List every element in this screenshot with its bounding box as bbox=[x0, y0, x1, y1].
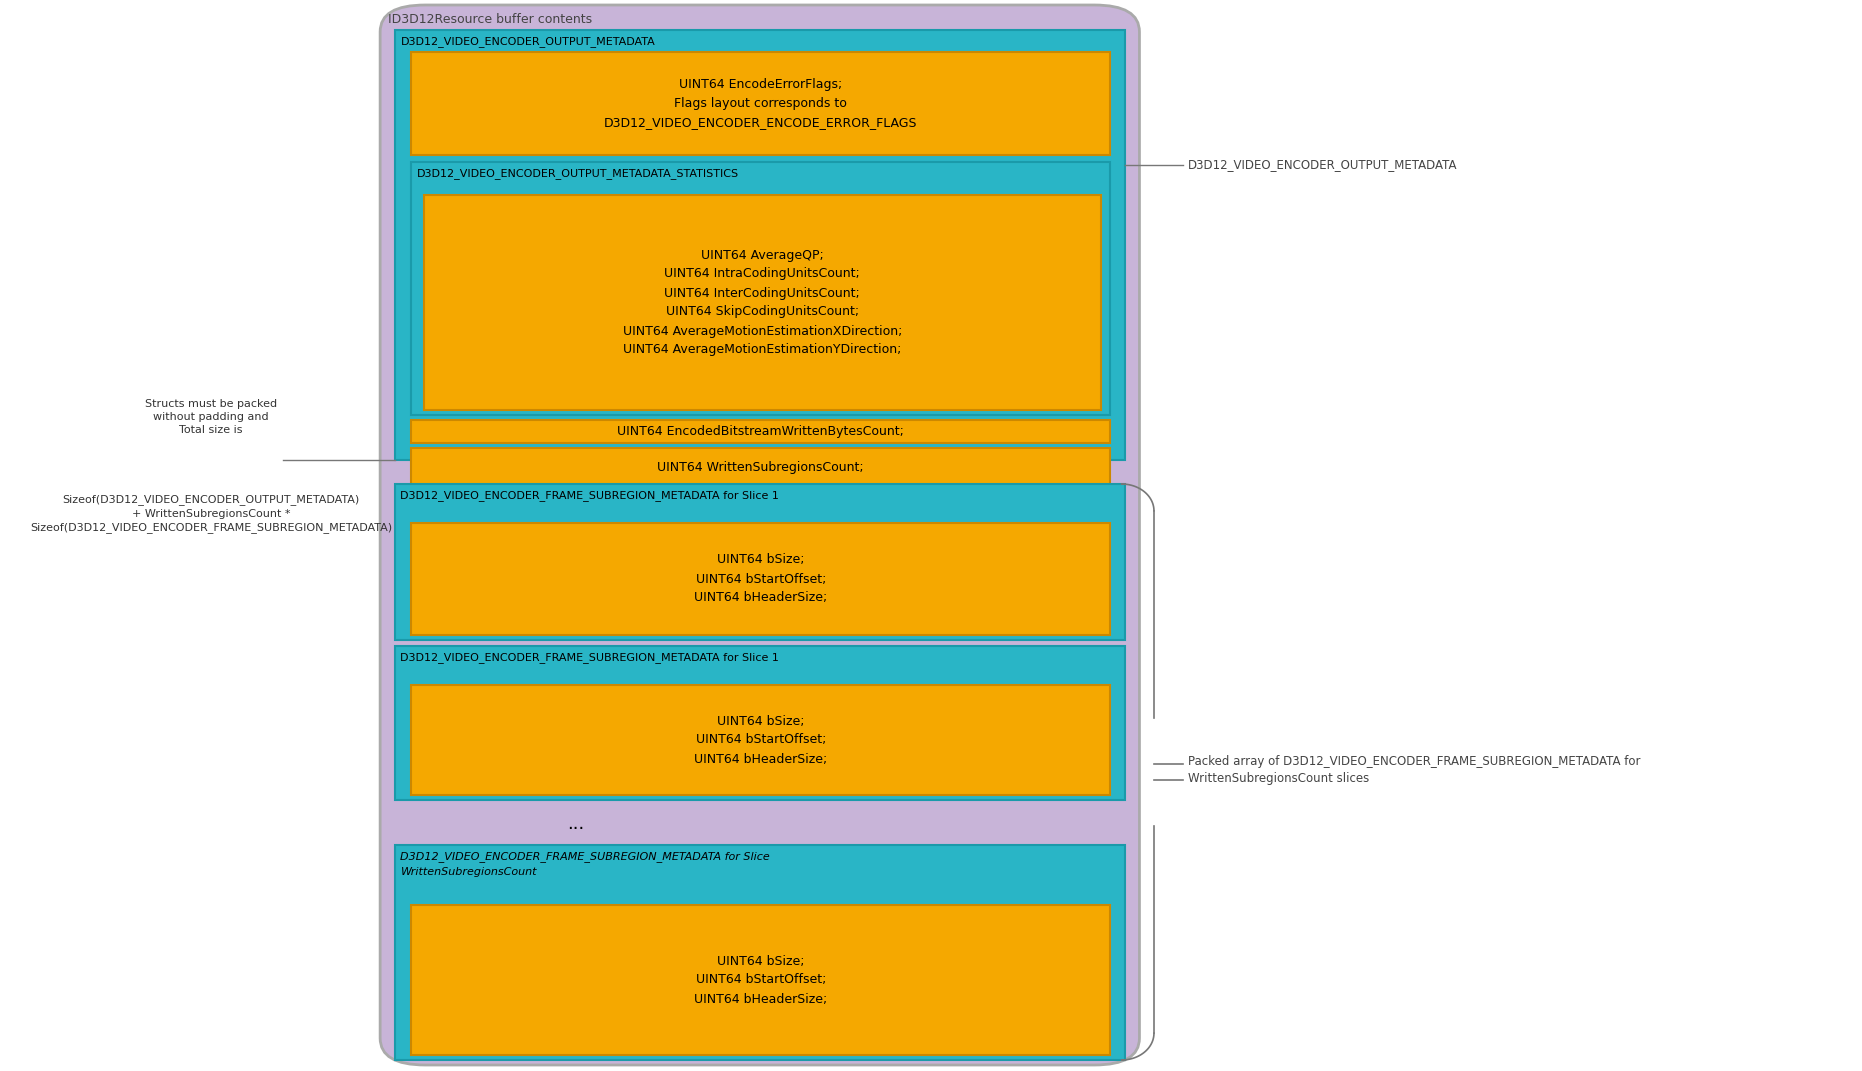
Text: UINT64 WrittenSubregionsCount;: UINT64 WrittenSubregionsCount; bbox=[657, 462, 864, 474]
Bar bbox=[395, 30, 1125, 461]
Text: UINT64 bSize;
UINT64 bStartOffset;
UINT64 bHeaderSize;: UINT64 bSize; UINT64 bStartOffset; UINT6… bbox=[695, 954, 827, 1006]
Text: UINT64 EncodeErrorFlags;
Flags layout corresponds to
D3D12_VIDEO_ENCODER_ENCODE_: UINT64 EncodeErrorFlags; Flags layout co… bbox=[603, 78, 918, 129]
Bar bbox=[412, 162, 1110, 414]
Text: ID3D12Resource buffer contents: ID3D12Resource buffer contents bbox=[387, 13, 592, 26]
Text: D3D12_VIDEO_ENCODER_FRAME_SUBREGION_METADATA for Slice 1: D3D12_VIDEO_ENCODER_FRAME_SUBREGION_META… bbox=[400, 652, 780, 663]
Bar bbox=[395, 845, 1125, 1060]
Text: UINT64 AverageQP;
UINT64 IntraCodingUnitsCount;
UINT64 InterCodingUnitsCount;
UI: UINT64 AverageQP; UINT64 IntraCodingUnit… bbox=[622, 248, 901, 357]
Bar bbox=[412, 523, 1110, 635]
Text: D3D12_VIDEO_ENCODER_OUTPUT_METADATA: D3D12_VIDEO_ENCODER_OUTPUT_METADATA bbox=[400, 36, 655, 47]
Bar bbox=[412, 905, 1110, 1055]
Bar bbox=[425, 195, 1100, 410]
Text: D3D12_VIDEO_ENCODER_OUTPUT_METADATA: D3D12_VIDEO_ENCODER_OUTPUT_METADATA bbox=[1188, 159, 1458, 171]
Text: D3D12_VIDEO_ENCODER_FRAME_SUBREGION_METADATA for Slice: D3D12_VIDEO_ENCODER_FRAME_SUBREGION_META… bbox=[400, 851, 771, 862]
Bar bbox=[395, 646, 1125, 800]
Text: UINT64 bSize;
UINT64 bStartOffset;
UINT64 bHeaderSize;: UINT64 bSize; UINT64 bStartOffset; UINT6… bbox=[695, 554, 827, 604]
Text: D3D12_VIDEO_ENCODER_FRAME_SUBREGION_METADATA for Slice 1: D3D12_VIDEO_ENCODER_FRAME_SUBREGION_META… bbox=[400, 491, 780, 501]
Text: UINT64 bSize;
UINT64 bStartOffset;
UINT64 bHeaderSize;: UINT64 bSize; UINT64 bStartOffset; UINT6… bbox=[695, 714, 827, 766]
Text: Structs must be packed
without padding and
Total size is: Structs must be packed without padding a… bbox=[145, 399, 277, 435]
Text: ...: ... bbox=[566, 815, 585, 833]
Bar bbox=[412, 448, 1110, 488]
Bar bbox=[412, 420, 1110, 443]
Bar bbox=[412, 685, 1110, 795]
Text: Sizeof(D3D12_VIDEO_ENCODER_OUTPUT_METADATA)
+ WrittenSubregionsCount *
Sizeof(D3: Sizeof(D3D12_VIDEO_ENCODER_OUTPUT_METADA… bbox=[30, 495, 391, 532]
Text: WrittenSubregionsCount: WrittenSubregionsCount bbox=[400, 868, 536, 877]
FancyBboxPatch shape bbox=[380, 5, 1140, 1065]
Text: Packed array of D3D12_VIDEO_ENCODER_FRAME_SUBREGION_METADATA for
WrittenSubregio: Packed array of D3D12_VIDEO_ENCODER_FRAM… bbox=[1188, 755, 1640, 785]
Bar bbox=[412, 52, 1110, 155]
Text: UINT64 EncodedBitstreamWrittenBytesCount;: UINT64 EncodedBitstreamWrittenBytesCount… bbox=[618, 425, 905, 438]
Bar bbox=[395, 484, 1125, 640]
Text: D3D12_VIDEO_ENCODER_OUTPUT_METADATA_STATISTICS: D3D12_VIDEO_ENCODER_OUTPUT_METADATA_STAT… bbox=[417, 168, 739, 179]
